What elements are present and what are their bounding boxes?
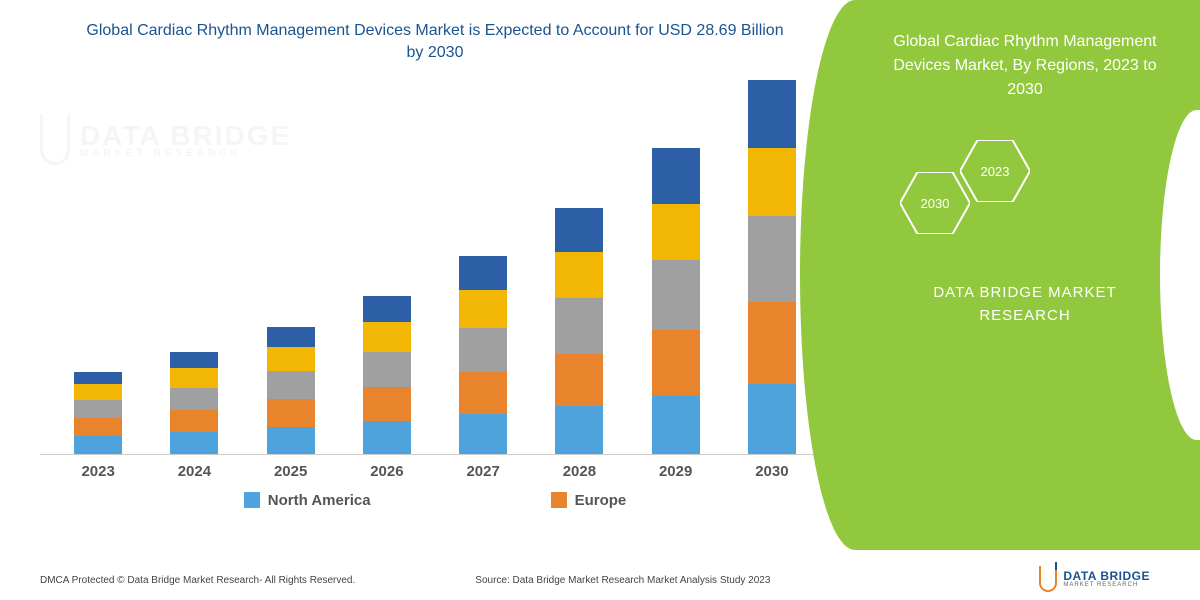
bar-column: [448, 256, 518, 454]
chart-title: Global Cardiac Rhythm Management Devices…: [40, 20, 830, 65]
bar-segment: [652, 204, 700, 260]
bar-segment: [74, 436, 122, 454]
footer-source: Source: Data Bridge Market Research Mark…: [475, 575, 770, 586]
bar-stack: [555, 208, 603, 454]
bar-segment: [652, 330, 700, 396]
bar-segment: [170, 432, 218, 454]
bar-segment: [363, 387, 411, 421]
bar-column: [256, 327, 326, 454]
chart-panel: Global Cardiac Rhythm Management Devices…: [0, 0, 860, 550]
legend-swatch: [244, 492, 260, 508]
bar-segment: [459, 256, 507, 290]
bar-segment: [555, 298, 603, 354]
footer-logo-icon: [1039, 566, 1057, 592]
bar-stack: [459, 256, 507, 454]
bar-segment: [652, 260, 700, 330]
footer-logo-text2: MARKET RESEARCH: [1063, 582, 1150, 588]
bar-segment: [748, 216, 796, 302]
legend-item: Europe: [551, 492, 627, 509]
bar-column: [544, 208, 614, 454]
bar-segment: [459, 372, 507, 414]
bar-segment: [555, 252, 603, 298]
bar-segment: [555, 208, 603, 252]
side-brand-line2: RESEARCH: [979, 307, 1070, 324]
x-axis-label: 2024: [159, 463, 229, 480]
bar-segment: [74, 384, 122, 400]
bar-segment: [748, 302, 796, 384]
chart-legend: North America Europe: [40, 492, 830, 509]
bar-segment: [170, 352, 218, 368]
bar-segment: [748, 80, 796, 148]
legend-label: North America: [268, 492, 371, 509]
bar-stack: [748, 80, 796, 454]
hexagon-badge: 2023: [960, 140, 1030, 202]
x-axis-label: 2028: [544, 463, 614, 480]
x-axis-label: 2029: [641, 463, 711, 480]
bar-column: [737, 80, 807, 454]
chart-x-axis-labels: 2023 2024 2025 2026 2027 2028 2029 2030: [40, 455, 830, 480]
bar-segment: [267, 399, 315, 427]
legend-swatch: [551, 492, 567, 508]
x-axis-label: 2025: [256, 463, 326, 480]
bar-segment: [555, 406, 603, 454]
bar-stack: [363, 296, 411, 454]
bar-stack: [74, 372, 122, 454]
side-panel-title: Global Cardiac Rhythm Management Devices…: [880, 30, 1170, 102]
watermark-logo-icon: [40, 115, 70, 165]
bar-segment: [748, 384, 796, 454]
bar-stack: [170, 352, 218, 454]
bar-segment: [74, 400, 122, 418]
side-brand-line1: DATA BRIDGE MARKET: [933, 284, 1116, 301]
bar-segment: [267, 327, 315, 347]
bar-stack: [652, 148, 700, 454]
x-axis-label: 2023: [63, 463, 133, 480]
footer-logo-text: DATA BRIDGE MARKET RESEARCH: [1063, 570, 1150, 588]
bar-segment: [555, 354, 603, 406]
side-panel: Global Cardiac Rhythm Management Devices…: [860, 0, 1200, 550]
bar-segment: [363, 421, 411, 454]
bar-segment: [459, 328, 507, 372]
bar-stack: [267, 327, 315, 454]
hexagon-group: 2030 2023: [900, 132, 1170, 262]
bar-column: [63, 372, 133, 454]
x-axis-label: 2027: [448, 463, 518, 480]
bar-segment: [267, 371, 315, 399]
bar-segment: [363, 322, 411, 352]
chart-plot-area: [40, 75, 830, 455]
bar-segment: [170, 410, 218, 432]
bar-column: [159, 352, 229, 454]
footer-logo-text1: DATA BRIDGE: [1063, 570, 1150, 582]
bar-column: [352, 296, 422, 454]
main-container: Global Cardiac Rhythm Management Devices…: [0, 0, 1200, 550]
bar-column: [641, 148, 711, 454]
legend-label: Europe: [575, 492, 627, 509]
footer-dmca: DMCA Protected © Data Bridge Market Rese…: [40, 575, 355, 586]
side-panel-brand: DATA BRIDGE MARKET RESEARCH: [880, 282, 1170, 327]
side-panel-content: Global Cardiac Rhythm Management Devices…: [860, 0, 1200, 327]
bar-segment: [652, 396, 700, 454]
bar-segment: [459, 414, 507, 454]
bar-segment: [74, 372, 122, 384]
footer: DMCA Protected © Data Bridge Market Rese…: [0, 560, 1200, 600]
bar-segment: [170, 368, 218, 388]
bar-segment: [267, 427, 315, 454]
legend-item: North America: [244, 492, 371, 509]
bar-segment: [74, 418, 122, 436]
footer-logo: DATA BRIDGE MARKET RESEARCH: [1039, 566, 1150, 592]
x-axis-label: 2030: [737, 463, 807, 480]
bar-segment: [170, 388, 218, 410]
bar-segment: [652, 148, 700, 204]
bar-segment: [748, 148, 796, 216]
bar-segment: [267, 347, 315, 371]
bar-segment: [363, 296, 411, 322]
x-axis-label: 2026: [352, 463, 422, 480]
bar-segment: [363, 352, 411, 387]
bar-segment: [459, 290, 507, 328]
